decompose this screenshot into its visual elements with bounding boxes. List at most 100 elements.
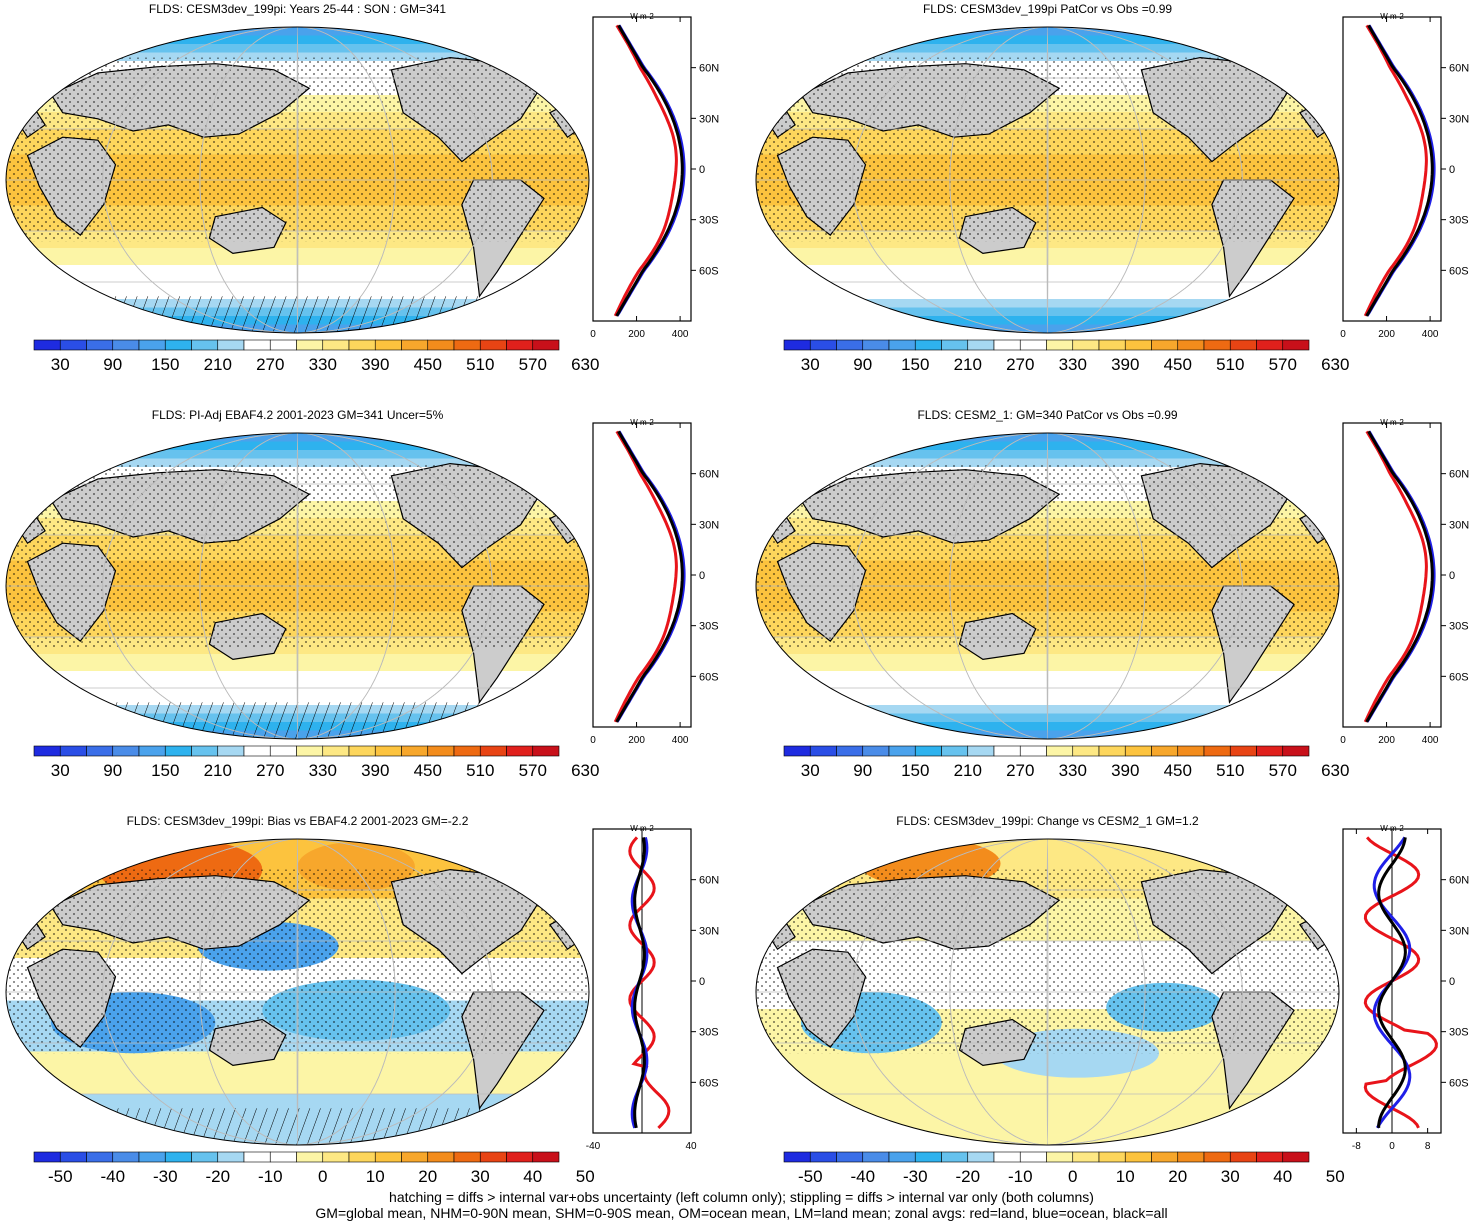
profile-ytick-label: 60S [699, 671, 719, 683]
map-band [756, 1085, 1339, 1095]
colorbar-swatch [809, 339, 837, 351]
map-band [756, 730, 1339, 739]
colorbar-tick-label: 390 [361, 761, 389, 780]
colorbar-swatch [243, 339, 271, 351]
colorbar-swatch [1177, 1151, 1205, 1163]
profile-xtick-label: 40 [685, 1141, 697, 1152]
colorbar-swatch [138, 1151, 166, 1163]
map-band [6, 290, 589, 300]
colorbar-swatch [374, 1151, 402, 1163]
colorbar-swatch [86, 339, 114, 351]
graticule-lon [1046, 433, 1049, 739]
colorbar-swatch [427, 1151, 455, 1163]
profile-xtick-label: 400 [1422, 735, 1439, 746]
colorbar-swatch [1229, 1151, 1257, 1163]
profile-xtick-label: -8 [1352, 1141, 1361, 1152]
colorbar-tick-label: 90 [103, 761, 122, 780]
colorbar-swatch [479, 1151, 507, 1163]
profile-ytick-label: 30S [699, 621, 719, 633]
colorbar-tick-label: 20 [418, 1167, 437, 1186]
map-band [756, 282, 1339, 291]
panel-title: FLDS: CESM3dev_199pi: Bias vs EBAF4.2 20… [127, 814, 469, 828]
colorbar-tick-label: 630 [571, 355, 599, 374]
map-band [6, 441, 589, 451]
colorbar-swatch [1203, 1151, 1231, 1163]
colorbar-tick-label: 50 [1326, 1167, 1345, 1186]
profile-xtick-label: 0 [1340, 329, 1346, 340]
profile-xtick-label: 400 [672, 735, 689, 746]
colorbar-swatch [59, 745, 87, 757]
profile-ytick-label: 30S [1449, 215, 1469, 227]
colorbar-swatch [506, 745, 534, 757]
map-band [6, 856, 589, 865]
colorbar-swatch [1151, 1151, 1179, 1163]
graticule-lon [102, 433, 493, 739]
map-border [5, 26, 590, 334]
colorbar-swatch [164, 339, 192, 351]
colorbar-swatch [33, 339, 61, 351]
colorbar-tick-label: 330 [309, 355, 337, 374]
colorbar-tick-label: 270 [1006, 761, 1034, 780]
colorbar-swatch [506, 1151, 534, 1163]
map-band [756, 265, 1339, 274]
graticule-lon [102, 839, 493, 1145]
panel-1: FLDS: CESM3dev_199pi: Years 25-44 : SON … [5, 2, 719, 374]
colorbar-tick-label: 30 [51, 761, 70, 780]
map-band [756, 433, 1339, 442]
map-band [6, 839, 589, 848]
map-band [756, 458, 1339, 468]
profile-ytick-label: 60S [1449, 671, 1469, 683]
colorbar-swatch [164, 1151, 192, 1163]
map-band [756, 696, 1339, 706]
map [756, 839, 1339, 1145]
colorbar-tick-label: -30 [903, 1167, 928, 1186]
graticule-lon [852, 27, 1243, 333]
map-band [756, 654, 1339, 663]
graticule-lon [296, 27, 299, 333]
colorbar: -50 -40 -30 -20 -10 0 10 20 30 40 50 [783, 1151, 1345, 1186]
colorbar-tick-label: 150 [901, 355, 929, 374]
profile-ytick-label: 30S [699, 215, 719, 227]
colorbar-swatch [1177, 745, 1205, 757]
colorbar-tick-label: 30 [471, 1167, 490, 1186]
colorbar-swatch [862, 339, 890, 351]
colorbar-tick-label: -40 [850, 1167, 875, 1186]
map-band [6, 671, 589, 680]
map-band [6, 662, 589, 672]
profile-line-all [615, 24, 684, 317]
colorbar-tick-label: 210 [954, 761, 982, 780]
profile-xtick-label: 400 [1422, 329, 1439, 340]
colorbar: 30 90 150 210 270 330 390 450 510 570 630 [783, 339, 1349, 374]
map-band [6, 654, 589, 663]
colorbar-swatch [967, 1151, 995, 1163]
colorbar-swatch [427, 339, 455, 351]
map [6, 839, 589, 1145]
profile-xtick-label: 200 [1378, 735, 1395, 746]
zonal-profile: -40 40 60N 30N 0 30S 60S W m-2 [586, 824, 719, 1152]
colorbar-tick-label: 270 [1006, 355, 1034, 374]
colorbar-swatch [532, 745, 560, 757]
profile-ytick-label: 60S [1449, 265, 1469, 277]
stippling [6, 57, 589, 242]
map-band [756, 307, 1339, 317]
panel-5: FLDS: CESM3dev_199pi: Bias vs EBAF4.2 20… [5, 814, 719, 1186]
colorbar-swatch [783, 1151, 811, 1163]
profile-xtick-label: 0 [1389, 1141, 1395, 1152]
colorbar-swatch [1072, 1151, 1100, 1163]
profile-ytick-label: 0 [699, 164, 705, 176]
map-band [6, 248, 589, 257]
map-band [756, 324, 1339, 333]
colorbar-swatch [914, 1151, 942, 1163]
profile-line-land [1363, 24, 1428, 317]
colorbar-swatch [941, 1151, 969, 1163]
profile-xtick-label: 0 [1340, 735, 1346, 746]
colorbar-swatch [453, 339, 481, 351]
map-band [756, 290, 1339, 300]
colorbar-swatch [33, 745, 61, 757]
colorbar-swatch [59, 339, 87, 351]
colorbar-tick-label: 0 [318, 1167, 327, 1186]
map-band [6, 273, 589, 283]
colorbar-swatch [836, 339, 864, 351]
colorbar-swatch [1229, 745, 1257, 757]
stippling [6, 869, 589, 1054]
